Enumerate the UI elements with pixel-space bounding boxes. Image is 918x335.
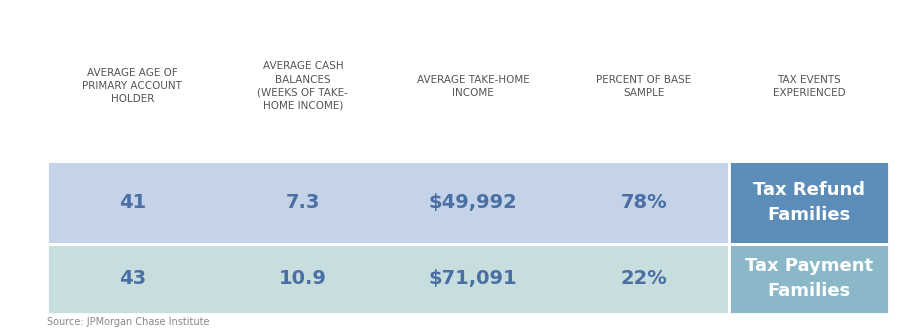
Text: TAX EVENTS
EXPERIENCED: TAX EVENTS EXPERIENCED <box>773 74 845 98</box>
Text: 22%: 22% <box>621 269 667 288</box>
Text: 41: 41 <box>118 193 146 212</box>
Text: AVERAGE CASH
BALANCES
(WEEKS OF TAKE-
HOME INCOME): AVERAGE CASH BALANCES (WEEKS OF TAKE- HO… <box>257 61 348 111</box>
Text: Tax Refund
Families: Tax Refund Families <box>753 181 865 224</box>
Text: 43: 43 <box>118 269 146 288</box>
Text: $49,992: $49,992 <box>429 193 518 212</box>
FancyBboxPatch shape <box>47 161 729 244</box>
Text: AVERAGE AGE OF
PRIMARY ACCOUNT
HOLDER: AVERAGE AGE OF PRIMARY ACCOUNT HOLDER <box>83 68 183 104</box>
Text: 78%: 78% <box>621 193 667 212</box>
Text: 10.9: 10.9 <box>279 269 327 288</box>
Text: AVERAGE TAKE-HOME
INCOME: AVERAGE TAKE-HOME INCOME <box>417 74 530 98</box>
FancyBboxPatch shape <box>729 161 890 244</box>
Text: Source: JPMorgan Chase Institute: Source: JPMorgan Chase Institute <box>47 317 209 327</box>
Text: 7.3: 7.3 <box>285 193 320 212</box>
Text: $71,091: $71,091 <box>429 269 518 288</box>
FancyBboxPatch shape <box>47 244 729 314</box>
FancyBboxPatch shape <box>729 244 890 314</box>
Text: PERCENT OF BASE
SAMPLE: PERCENT OF BASE SAMPLE <box>596 74 691 98</box>
Text: Tax Payment
Families: Tax Payment Families <box>745 257 873 300</box>
